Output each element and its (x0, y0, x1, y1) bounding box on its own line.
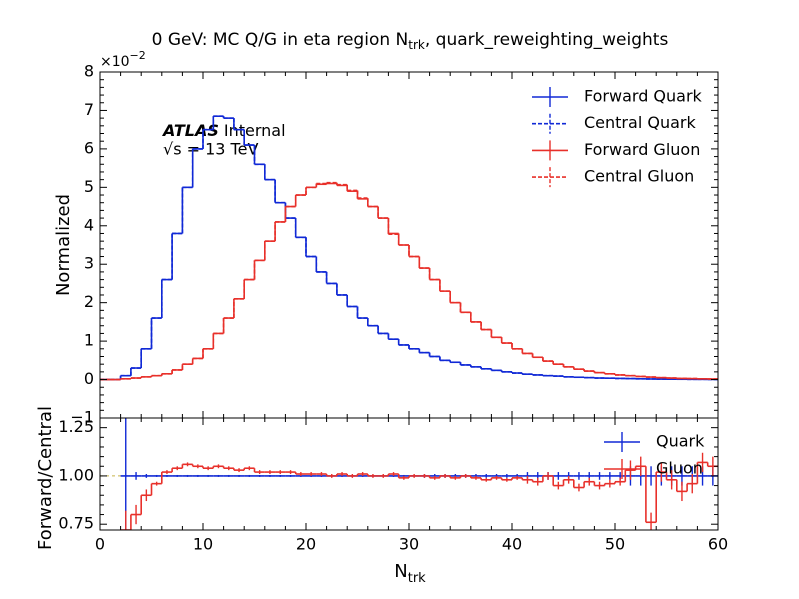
title-end: , quark_reweighting_weights (425, 30, 669, 50)
y-tick-label: 6 (84, 138, 94, 157)
y-tick-label: 8 (84, 62, 94, 81)
x-tick-label: 0 (95, 535, 105, 554)
y-tick-label: 1.25 (58, 417, 94, 436)
title-text: 0 GeV: MC Q/G in eta region N (152, 30, 409, 50)
y-tick-label: 0 (84, 369, 94, 388)
y-tick-label: 1 (84, 331, 94, 350)
x-label-text: N (394, 561, 407, 582)
y-tick-label: 1.00 (58, 465, 94, 484)
status: Internal (224, 121, 286, 140)
ratio-y-axis-label: Forward/Central (35, 406, 56, 550)
y-tick-label: 2 (84, 292, 94, 311)
experiment: ATLAS (161, 121, 219, 140)
y-axis-label: Normalized (53, 194, 74, 296)
y-tick-label: 7 (84, 100, 94, 119)
x-tick-label: 60 (708, 535, 728, 554)
chart-title: 0 GeV: MC Q/G in eta region Ntrk, quark_… (152, 30, 669, 52)
axes: −1 0 1 2 3 4 5 6 7 8 Forward Quark Central Quark For… (58, 62, 728, 554)
offset-exponent: −2 (130, 49, 146, 62)
y-offset-label: ×10−2 (100, 49, 146, 70)
y-tick-label: 3 (84, 254, 94, 273)
y-tick-label: 4 (84, 215, 94, 234)
y-tick-label: 5 (84, 177, 94, 196)
ratio-plot (100, 418, 718, 530)
ratio-frame (99, 417, 719, 531)
x-label-subscript: trk (408, 571, 426, 586)
legend-label: Forward Quark (584, 87, 703, 106)
x-axis-label: Ntrk (394, 561, 426, 586)
x-tick-label: 30 (399, 535, 419, 554)
legend-label: Central Quark (584, 113, 696, 132)
x-tick-label: 40 (502, 535, 522, 554)
y-tick-label: −1 (70, 408, 94, 427)
offset-base: ×10 (100, 54, 130, 70)
x-tick-label: 50 (605, 535, 625, 554)
x-tick-label: 20 (296, 535, 316, 554)
legend-label: Central Gluon (584, 167, 694, 186)
legend-label: Forward Gluon (584, 140, 700, 159)
x-tick-label: 10 (193, 535, 213, 554)
legend-label: Quark (656, 432, 705, 451)
legend-label: Gluon (656, 459, 703, 478)
title-subscript: trk (408, 38, 425, 52)
y-tick-label: 0.75 (58, 514, 94, 533)
atlas-label: ATLAS Internal (161, 121, 286, 140)
energy-label: √s = 13 TeV (163, 140, 258, 159)
